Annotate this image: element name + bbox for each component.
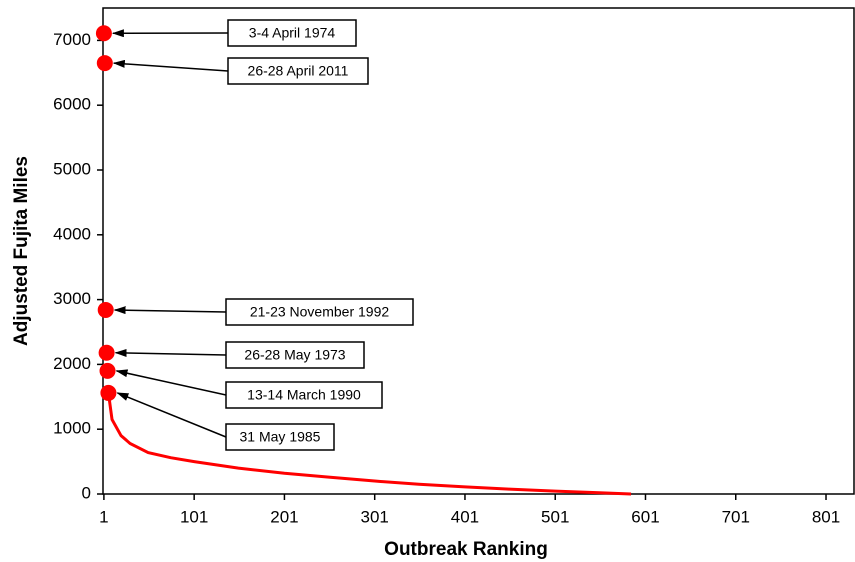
y-axis-title: Adjusted Fujita Miles bbox=[11, 156, 32, 346]
y-tick-label: 5000 bbox=[53, 159, 91, 178]
annotation-label: 3-4 April 1974 bbox=[249, 25, 336, 41]
plot-frame bbox=[102, 7, 855, 495]
annotation-box bbox=[227, 57, 369, 85]
annotation-box bbox=[227, 19, 357, 47]
data-point bbox=[96, 55, 113, 72]
annotation-arrow bbox=[112, 59, 229, 72]
x-tick-label: 101 bbox=[180, 507, 208, 526]
x-tick-label: 1 bbox=[99, 507, 108, 526]
data-point bbox=[100, 384, 117, 401]
data-point bbox=[99, 362, 116, 379]
y-tick-label: 1000 bbox=[53, 419, 91, 438]
data-point bbox=[97, 301, 114, 318]
x-tick-label: 801 bbox=[812, 507, 840, 526]
y-tick-label: 3000 bbox=[53, 289, 91, 308]
y-tick-label: 7000 bbox=[53, 30, 91, 49]
x-tick-label: 601 bbox=[631, 507, 659, 526]
annotation-label: 13-14 March 1990 bbox=[247, 387, 361, 403]
annotation-label: 26-28 May 1973 bbox=[244, 347, 345, 363]
x-tick-label: 501 bbox=[541, 507, 569, 526]
annotation-box bbox=[225, 423, 335, 451]
data-line bbox=[106, 392, 632, 496]
annotation-box bbox=[225, 381, 383, 409]
data-point bbox=[95, 25, 112, 42]
y-tick-label: 4000 bbox=[53, 224, 91, 243]
annotation-arrow bbox=[113, 306, 227, 315]
annotation-arrow bbox=[116, 392, 227, 438]
y-tick-label: 6000 bbox=[53, 95, 91, 114]
annotation-arrow bbox=[115, 369, 227, 396]
x-tick-label: 701 bbox=[722, 507, 750, 526]
annotation-arrow bbox=[114, 348, 227, 357]
data-point bbox=[98, 344, 115, 361]
x-tick-label: 401 bbox=[451, 507, 479, 526]
annotation-label: 31 May 1985 bbox=[240, 429, 321, 445]
x-tick-label: 301 bbox=[361, 507, 389, 526]
annotation-box bbox=[225, 341, 365, 369]
annotation-label: 21-23 November 1992 bbox=[250, 304, 390, 320]
y-tick-label: 2000 bbox=[53, 354, 91, 373]
x-axis-title: Outbreak Ranking bbox=[384, 539, 548, 560]
x-tick-label: 201 bbox=[270, 507, 298, 526]
annotation-label: 26-28 April 2011 bbox=[248, 63, 349, 79]
annotation-box bbox=[225, 298, 414, 326]
y-tick-label: 0 bbox=[82, 483, 91, 502]
